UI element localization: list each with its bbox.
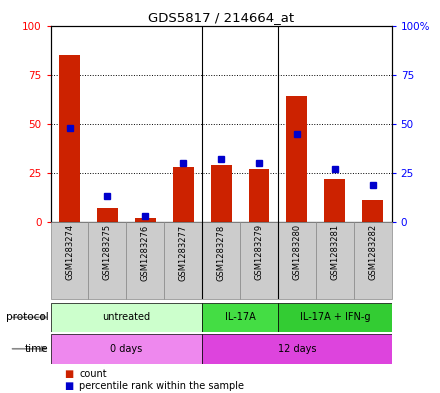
- Bar: [59, 55, 80, 222]
- Bar: [286, 96, 307, 222]
- Text: GSM1283274: GSM1283274: [65, 224, 74, 281]
- Bar: [202, 334, 392, 364]
- Bar: [164, 222, 202, 299]
- Text: GSM1283276: GSM1283276: [141, 224, 150, 281]
- Bar: [173, 167, 194, 222]
- Bar: [278, 303, 392, 332]
- Text: GSM1283282: GSM1283282: [368, 224, 377, 281]
- Bar: [202, 222, 240, 299]
- Text: 12 days: 12 days: [278, 344, 316, 354]
- Bar: [324, 179, 345, 222]
- Bar: [51, 303, 202, 332]
- Bar: [97, 208, 118, 222]
- Bar: [126, 222, 164, 299]
- Bar: [202, 303, 278, 332]
- Text: 0 days: 0 days: [110, 344, 143, 354]
- Text: ■: ■: [64, 369, 73, 379]
- Text: time: time: [25, 344, 48, 354]
- Text: IL-17A + IFN-g: IL-17A + IFN-g: [300, 312, 370, 322]
- Bar: [51, 334, 202, 364]
- Bar: [51, 222, 88, 299]
- Bar: [88, 222, 126, 299]
- Text: count: count: [79, 369, 107, 379]
- Title: GDS5817 / 214664_at: GDS5817 / 214664_at: [148, 11, 294, 24]
- Bar: [135, 218, 156, 222]
- Bar: [249, 169, 269, 222]
- Text: percentile rank within the sample: percentile rank within the sample: [79, 381, 244, 391]
- Text: GSM1283277: GSM1283277: [179, 224, 188, 281]
- Text: GSM1283278: GSM1283278: [216, 224, 226, 281]
- Text: protocol: protocol: [6, 312, 48, 322]
- Text: GSM1283279: GSM1283279: [254, 224, 264, 281]
- Text: GSM1283281: GSM1283281: [330, 224, 339, 281]
- Text: IL-17A: IL-17A: [225, 312, 255, 322]
- Text: GSM1283275: GSM1283275: [103, 224, 112, 281]
- Text: GSM1283280: GSM1283280: [292, 224, 301, 281]
- Bar: [354, 222, 392, 299]
- Bar: [240, 222, 278, 299]
- Text: untreated: untreated: [103, 312, 150, 322]
- Bar: [278, 222, 316, 299]
- Bar: [362, 200, 383, 222]
- Bar: [316, 222, 354, 299]
- Text: ■: ■: [64, 381, 73, 391]
- Bar: [211, 165, 231, 222]
